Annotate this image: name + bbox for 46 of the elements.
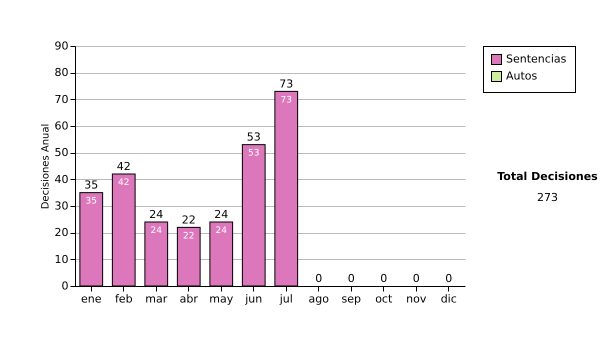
y-tick-label: 90 — [54, 40, 68, 52]
x-tick-label: jun — [244, 292, 262, 306]
total-label: 35 — [84, 178, 98, 192]
y-tick-label: 20 — [54, 226, 68, 240]
y-tick-label: 40 — [54, 172, 68, 186]
data-label: 24 — [150, 226, 162, 236]
x-tick-label: jul — [278, 292, 293, 306]
total-label: 42 — [116, 160, 131, 173]
x-tick-label: oct — [375, 292, 393, 306]
y-tick-label: 70 — [54, 92, 68, 106]
total-label: 0 — [412, 272, 420, 285]
data-label: 53 — [248, 148, 260, 159]
x-tick-label: may — [209, 292, 234, 306]
x-tick-label: feb — [114, 292, 133, 306]
legend-label: Autos — [506, 70, 538, 82]
x-tick-label: mar — [145, 292, 168, 306]
text: Total Decisiones — [496, 170, 599, 183]
data-label: 42 — [118, 178, 130, 188]
x-tick-label: abr — [180, 292, 198, 306]
data-label: 22 — [183, 231, 194, 242]
y-axis-title: Decisiones Anual — [40, 124, 52, 210]
legend-label: Sentencias — [506, 52, 567, 66]
y-tick-label: 50 — [54, 146, 68, 160]
y-tick-label: 30 — [54, 200, 68, 212]
x-tick-label: dic — [440, 292, 457, 306]
total-label: 73 — [279, 77, 294, 90]
x-tick-label: ago — [308, 292, 330, 306]
total-label: 22 — [182, 213, 196, 226]
x-tick-label: sep — [342, 292, 362, 306]
y-tick-label: 0 — [62, 280, 68, 292]
data-label: 73 — [280, 95, 292, 106]
y-tick-label: 80 — [54, 66, 68, 80]
total-label: 0 — [445, 272, 452, 285]
total-label: 0 — [315, 272, 322, 285]
y-tick-label: 60 — [54, 120, 68, 132]
total-label: 24 — [214, 208, 228, 221]
y-tick-label: 10 — [54, 252, 68, 266]
x-tick-label: nov — [406, 292, 427, 306]
total-label: 53 — [246, 130, 261, 144]
data-label: 35 — [86, 196, 97, 207]
data-label: 24 — [216, 226, 228, 236]
text: 273 — [536, 191, 559, 204]
total-label: 0 — [380, 272, 388, 285]
total-label: 0 — [348, 272, 355, 285]
x-tick-label: ene — [80, 292, 102, 306]
total-label: 24 — [149, 208, 164, 221]
